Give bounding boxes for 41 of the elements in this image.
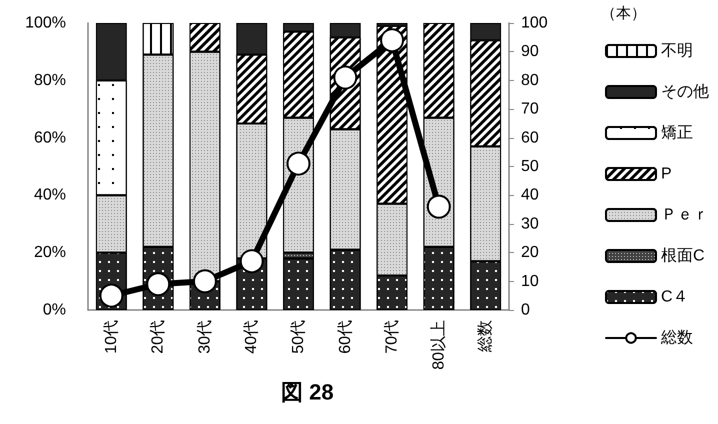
y2-tick-label: 20	[521, 244, 539, 262]
text: 図 28	[281, 380, 334, 404]
y2-axis-title: （本）	[601, 5, 646, 22]
legend-label: 根面C	[661, 246, 705, 264]
y-tick-label: 40%	[34, 186, 66, 204]
legend-label: Ｐｅｒ	[661, 206, 709, 224]
x-tick-label: 30代	[196, 320, 214, 354]
x-tick-label: 50代	[290, 320, 307, 354]
y2-tick-label: 80	[521, 72, 539, 89]
y2-tick-label: 0	[521, 302, 530, 318]
legend-label: C４	[661, 288, 689, 306]
legend-label: その他	[661, 84, 709, 100]
x-tick-label: 70代	[384, 320, 401, 354]
point	[286, 152, 310, 176]
x-tick-label: 20代	[150, 320, 167, 354]
y2-tick-label: 30	[521, 215, 539, 232]
legend-label: P	[661, 166, 672, 182]
point	[99, 284, 124, 308]
y-tick-label: 20%	[34, 244, 66, 262]
x-tick-label: 80以上	[429, 320, 448, 370]
y2-tick-label: 100	[521, 14, 548, 32]
y2-tick-label: 90	[521, 43, 539, 60]
point	[240, 249, 264, 274]
point	[192, 269, 217, 294]
y2-tick-label: 60	[521, 129, 539, 146]
y-tick-label: 80%	[34, 72, 66, 89]
y-tick-label: 0%	[42, 302, 66, 318]
legend-label: 矯正	[661, 124, 693, 142]
y-tick-label: 60%	[34, 129, 66, 146]
y2-tick-label: 40	[521, 186, 539, 204]
point	[426, 194, 451, 219]
point	[380, 28, 404, 52]
y-tick-label: 100%	[25, 14, 66, 32]
y2-tick-label: 70	[521, 100, 539, 118]
x-tick-label: 40代	[243, 320, 260, 354]
x-tick-label: 総数	[477, 320, 494, 353]
legend-label: 不明	[661, 42, 693, 60]
x-tick-label: 10代	[102, 320, 120, 354]
x-tick-label: 60代	[336, 320, 354, 354]
y2-tick-label: 10	[521, 272, 539, 290]
y2-tick-label: 50	[521, 158, 539, 175]
